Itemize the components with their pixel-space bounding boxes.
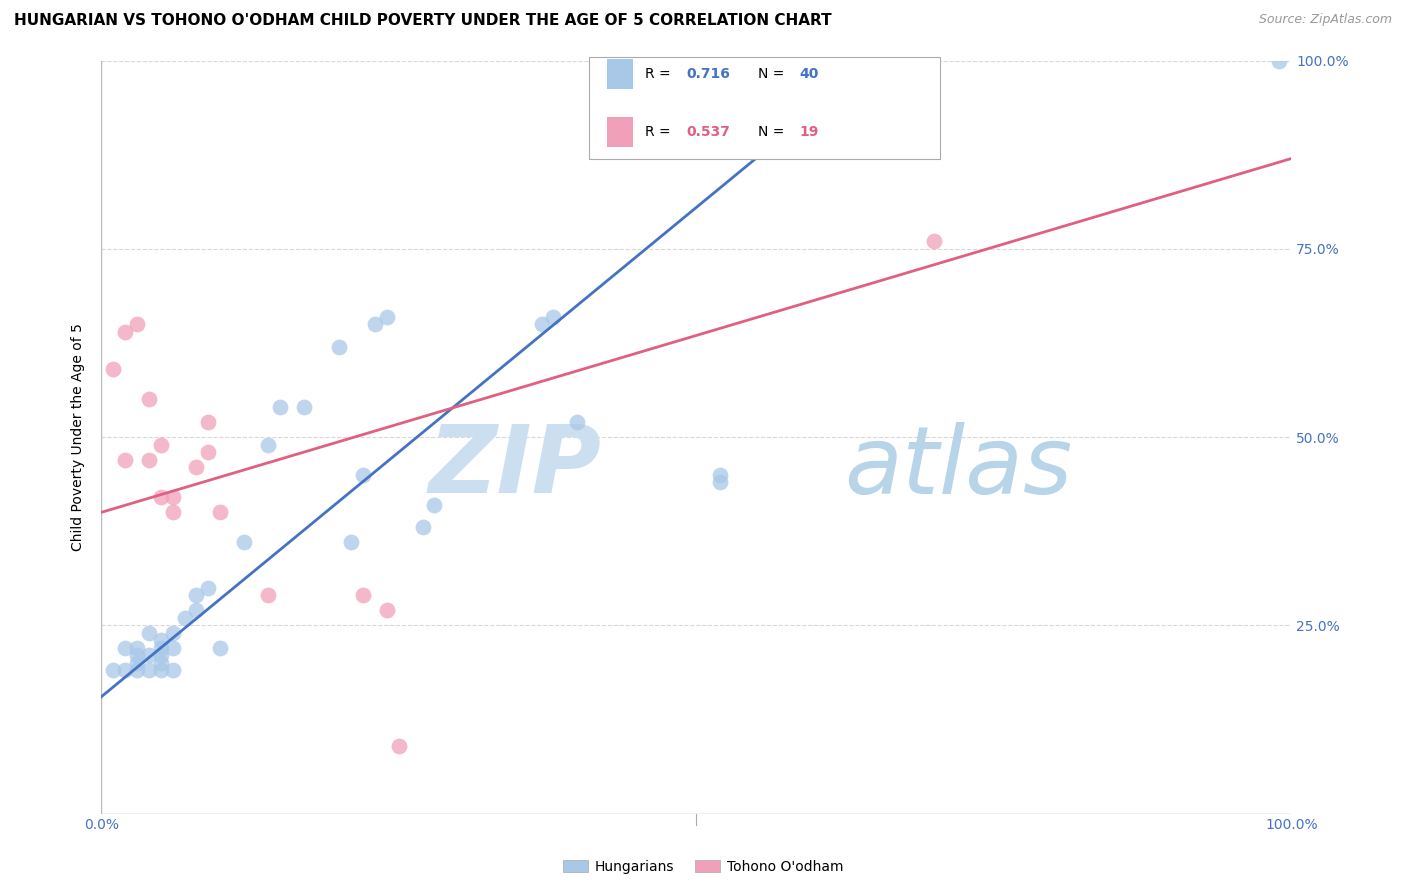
Point (256, 437, 278, 451)
Y-axis label: Child Poverty Under the Age of 5: Child Poverty Under the Age of 5 (72, 323, 86, 551)
Text: Source: ZipAtlas.com: Source: ZipAtlas.com (1258, 13, 1392, 27)
Point (423, 498, 446, 512)
Point (125, 648, 148, 663)
Point (149, 633, 172, 648)
Text: HUNGARIAN VS TOHONO O'ODHAM CHILD POVERTY UNDER THE AGE OF 5 CORRELATION CHART: HUNGARIAN VS TOHONO O'ODHAM CHILD POVERT… (14, 13, 832, 29)
Point (530, 317, 553, 331)
Legend: Hungarians, Tohono O'odham: Hungarians, Tohono O'odham (555, 853, 851, 880)
Text: R =: R = (645, 67, 675, 81)
Text: 40: 40 (800, 67, 820, 81)
Text: 0.716: 0.716 (686, 67, 731, 81)
Point (114, 640, 136, 655)
Point (709, 475, 731, 490)
FancyBboxPatch shape (589, 57, 941, 159)
Point (186, 588, 208, 602)
Point (269, 400, 291, 414)
Point (292, 400, 315, 414)
Point (209, 640, 232, 655)
Point (197, 581, 219, 595)
Point (162, 491, 184, 505)
Point (197, 445, 219, 459)
Point (125, 640, 148, 655)
FancyBboxPatch shape (607, 59, 633, 89)
Point (114, 664, 136, 678)
Point (125, 317, 148, 331)
Point (149, 648, 172, 663)
Point (543, 310, 565, 324)
Point (375, 310, 398, 324)
Point (375, 603, 398, 617)
Text: atlas: atlas (844, 422, 1073, 513)
Point (138, 625, 160, 640)
Point (209, 505, 232, 519)
Point (101, 664, 124, 678)
Point (162, 505, 184, 519)
Point (114, 325, 136, 339)
Point (256, 588, 278, 602)
Text: R =: R = (645, 125, 675, 139)
Text: 19: 19 (800, 125, 820, 139)
Point (162, 625, 184, 640)
Point (709, 467, 731, 482)
Point (364, 317, 387, 331)
Point (149, 656, 172, 670)
Point (149, 491, 172, 505)
Point (352, 588, 374, 602)
Point (352, 467, 374, 482)
Point (138, 648, 160, 663)
Point (149, 437, 172, 451)
Point (197, 415, 219, 429)
Point (149, 640, 172, 655)
Point (233, 535, 256, 549)
Text: ZIP: ZIP (429, 421, 600, 513)
Point (125, 664, 148, 678)
Point (173, 611, 195, 625)
Point (138, 664, 160, 678)
Point (125, 656, 148, 670)
Point (162, 664, 184, 678)
Point (186, 603, 208, 617)
Point (149, 664, 172, 678)
Point (412, 520, 434, 534)
Point (114, 452, 136, 467)
Text: N =: N = (758, 125, 789, 139)
Point (328, 340, 350, 354)
Point (924, 235, 946, 249)
Point (567, 415, 589, 429)
Point (388, 739, 411, 753)
Point (138, 392, 160, 407)
Text: 0.537: 0.537 (686, 125, 731, 139)
Text: N =: N = (758, 67, 789, 81)
Point (340, 535, 363, 549)
Point (186, 460, 208, 475)
Point (1268, 54, 1291, 68)
Point (162, 640, 184, 655)
Point (138, 452, 160, 467)
Point (101, 362, 124, 376)
FancyBboxPatch shape (607, 117, 633, 147)
